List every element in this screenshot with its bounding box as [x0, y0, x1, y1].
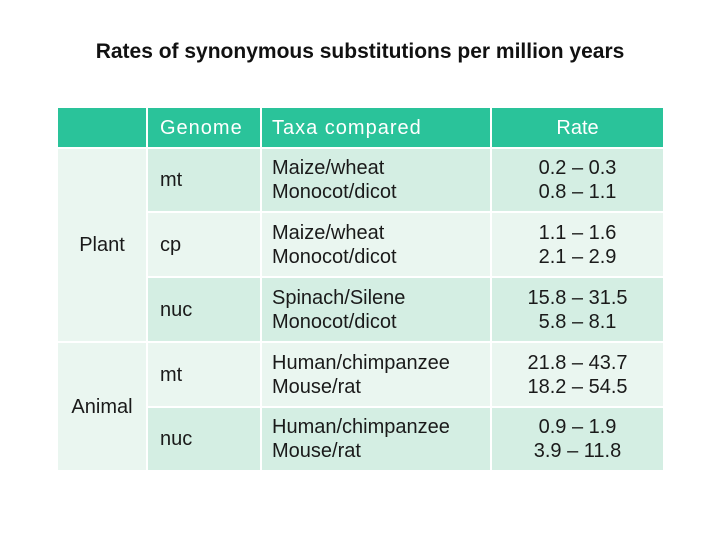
taxa-line: Monocot/dicot — [272, 181, 397, 203]
rate-line: 18.2 – 54.5 — [527, 375, 628, 398]
taxa-cell: Human/chimpanzee Mouse/rat — [262, 343, 490, 406]
rate-line: 0.2 – 0.3 — [538, 157, 617, 179]
rate-line: 21.8 – 43.7 — [527, 351, 628, 374]
taxa-line: Mouse/rat — [272, 440, 361, 462]
header-group-cell — [58, 108, 146, 147]
rate-line: 0.9 – 1.9 — [538, 416, 617, 438]
page-title: Rates of synonymous substitutions per mi… — [95, 40, 625, 63]
taxa-cell: Maize/wheat Monocot/dicot — [262, 149, 490, 211]
taxa-cell: Human/chimpanzee Mouse/rat — [262, 408, 490, 470]
genome-cell: mt — [148, 343, 260, 406]
header-rate: Rate — [492, 108, 663, 147]
taxa-line: Maize/wheat — [272, 221, 385, 244]
rate-line: 2.1 – 2.9 — [538, 245, 617, 268]
rate-cell: 0.9 – 1.9 3.9 – 11.8 — [492, 408, 663, 470]
taxa-line: Maize/wheat — [272, 157, 385, 179]
taxa-line: Monocot/dicot — [272, 310, 397, 333]
taxa-cell: Maize/wheat Monocot/dicot — [262, 213, 490, 276]
rate-line: 3.9 – 11.8 — [533, 440, 622, 462]
taxa-line: Human/chimpanzee — [272, 416, 450, 438]
rate-line: 15.8 – 31.5 — [527, 286, 628, 309]
taxa-line: Spinach/Silene — [272, 286, 406, 309]
taxa-line: Mouse/rat — [272, 375, 361, 398]
group-animal: Animal — [58, 343, 146, 470]
rate-cell: 21.8 – 43.7 18.2 – 54.5 — [492, 343, 663, 406]
genome-cell: nuc — [148, 408, 260, 470]
rate-cell: 0.2 – 0.3 0.8 – 1.1 — [492, 149, 663, 211]
group-plant: Plant — [58, 149, 146, 341]
rate-line: 5.8 – 8.1 — [538, 310, 617, 333]
taxa-cell: Spinach/Silene Monocot/dicot — [262, 278, 490, 341]
genome-cell: nuc — [148, 278, 260, 341]
rate-cell: 15.8 – 31.5 5.8 – 8.1 — [492, 278, 663, 341]
taxa-line: Human/chimpanzee — [272, 351, 450, 374]
genome-cell: mt — [148, 149, 260, 211]
rate-line: 1.1 – 1.6 — [538, 221, 617, 244]
genome-cell: cp — [148, 213, 260, 276]
taxa-line: Monocot/dicot — [272, 245, 397, 268]
header-genome: Genome — [148, 108, 260, 147]
substitution-rates-table: Genome Taxa compared Rate Plant Animal m… — [58, 108, 663, 470]
rate-cell: 1.1 – 1.6 2.1 – 2.9 — [492, 213, 663, 276]
rate-line: 0.8 – 1.1 — [538, 181, 617, 203]
header-taxa-compared: Taxa compared — [262, 108, 490, 147]
